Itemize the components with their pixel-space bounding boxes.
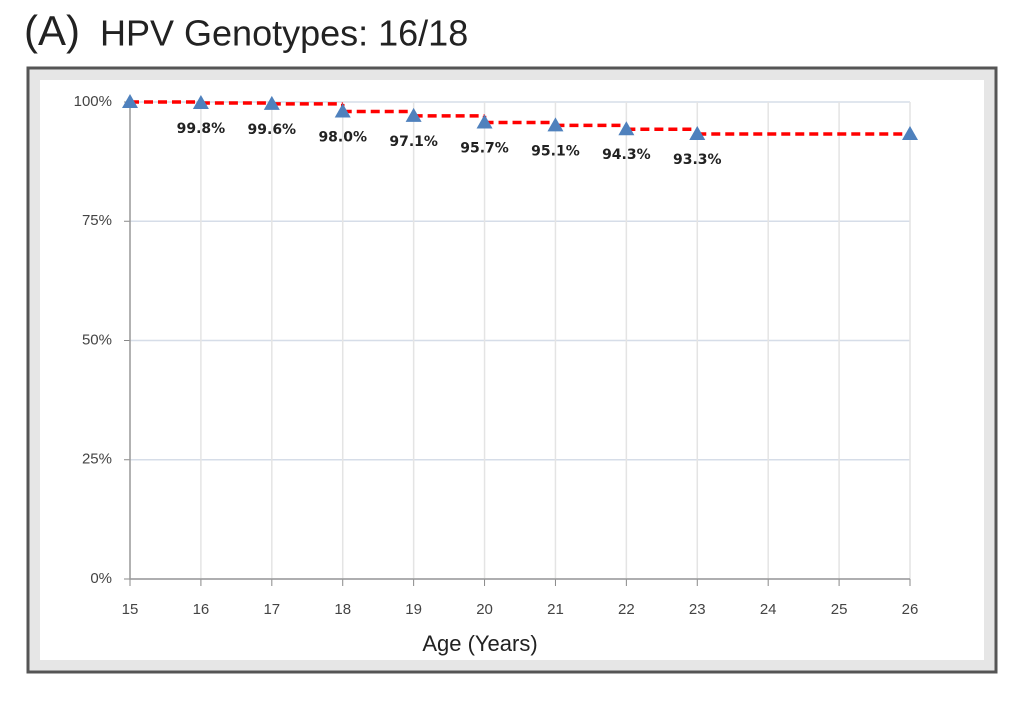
y-tick-label: 100% — [74, 93, 112, 110]
x-tick-label: 21 — [547, 601, 564, 618]
marker — [263, 95, 280, 110]
marker — [122, 94, 138, 108]
value-label: 95.1% — [531, 143, 580, 159]
marker — [334, 103, 351, 118]
x-axis-label: Age (Years) — [422, 631, 537, 656]
marker — [405, 107, 422, 122]
chart-title: HPV Genotypes: 16/18 — [100, 13, 468, 54]
x-tick-label: 19 — [405, 601, 422, 618]
marker — [192, 94, 209, 109]
x-tick-label: 18 — [334, 601, 351, 618]
marker — [547, 117, 564, 132]
marker — [689, 125, 706, 140]
plot-background — [40, 80, 984, 660]
x-tick-label: 16 — [193, 601, 210, 618]
value-label: 94.3% — [602, 147, 651, 163]
y-tick-label: 25% — [82, 451, 112, 468]
value-label: 99.8% — [177, 121, 226, 137]
y-tick-label: 50% — [82, 331, 112, 348]
x-tick-label: 25 — [831, 601, 848, 618]
x-tick-label: 26 — [902, 601, 919, 618]
y-tick-label: 0% — [90, 570, 112, 587]
x-tick-label: 24 — [760, 601, 777, 618]
value-label: 93.3% — [673, 152, 722, 168]
value-label: 99.6% — [248, 122, 297, 138]
x-tick-label: 22 — [618, 601, 635, 618]
value-label: 98.0% — [318, 130, 367, 146]
x-tick-label: 17 — [263, 601, 280, 618]
x-tick-label: 23 — [689, 601, 706, 618]
value-label: 95.7% — [460, 141, 509, 157]
marker — [618, 121, 635, 136]
marker — [476, 114, 493, 129]
value-label: 97.1% — [389, 134, 438, 150]
marker — [902, 125, 918, 140]
y-tick-label: 75% — [82, 212, 112, 229]
panel-label: (A) — [24, 7, 80, 54]
x-tick-label: 20 — [476, 601, 493, 618]
x-tick-label: 15 — [122, 601, 139, 618]
